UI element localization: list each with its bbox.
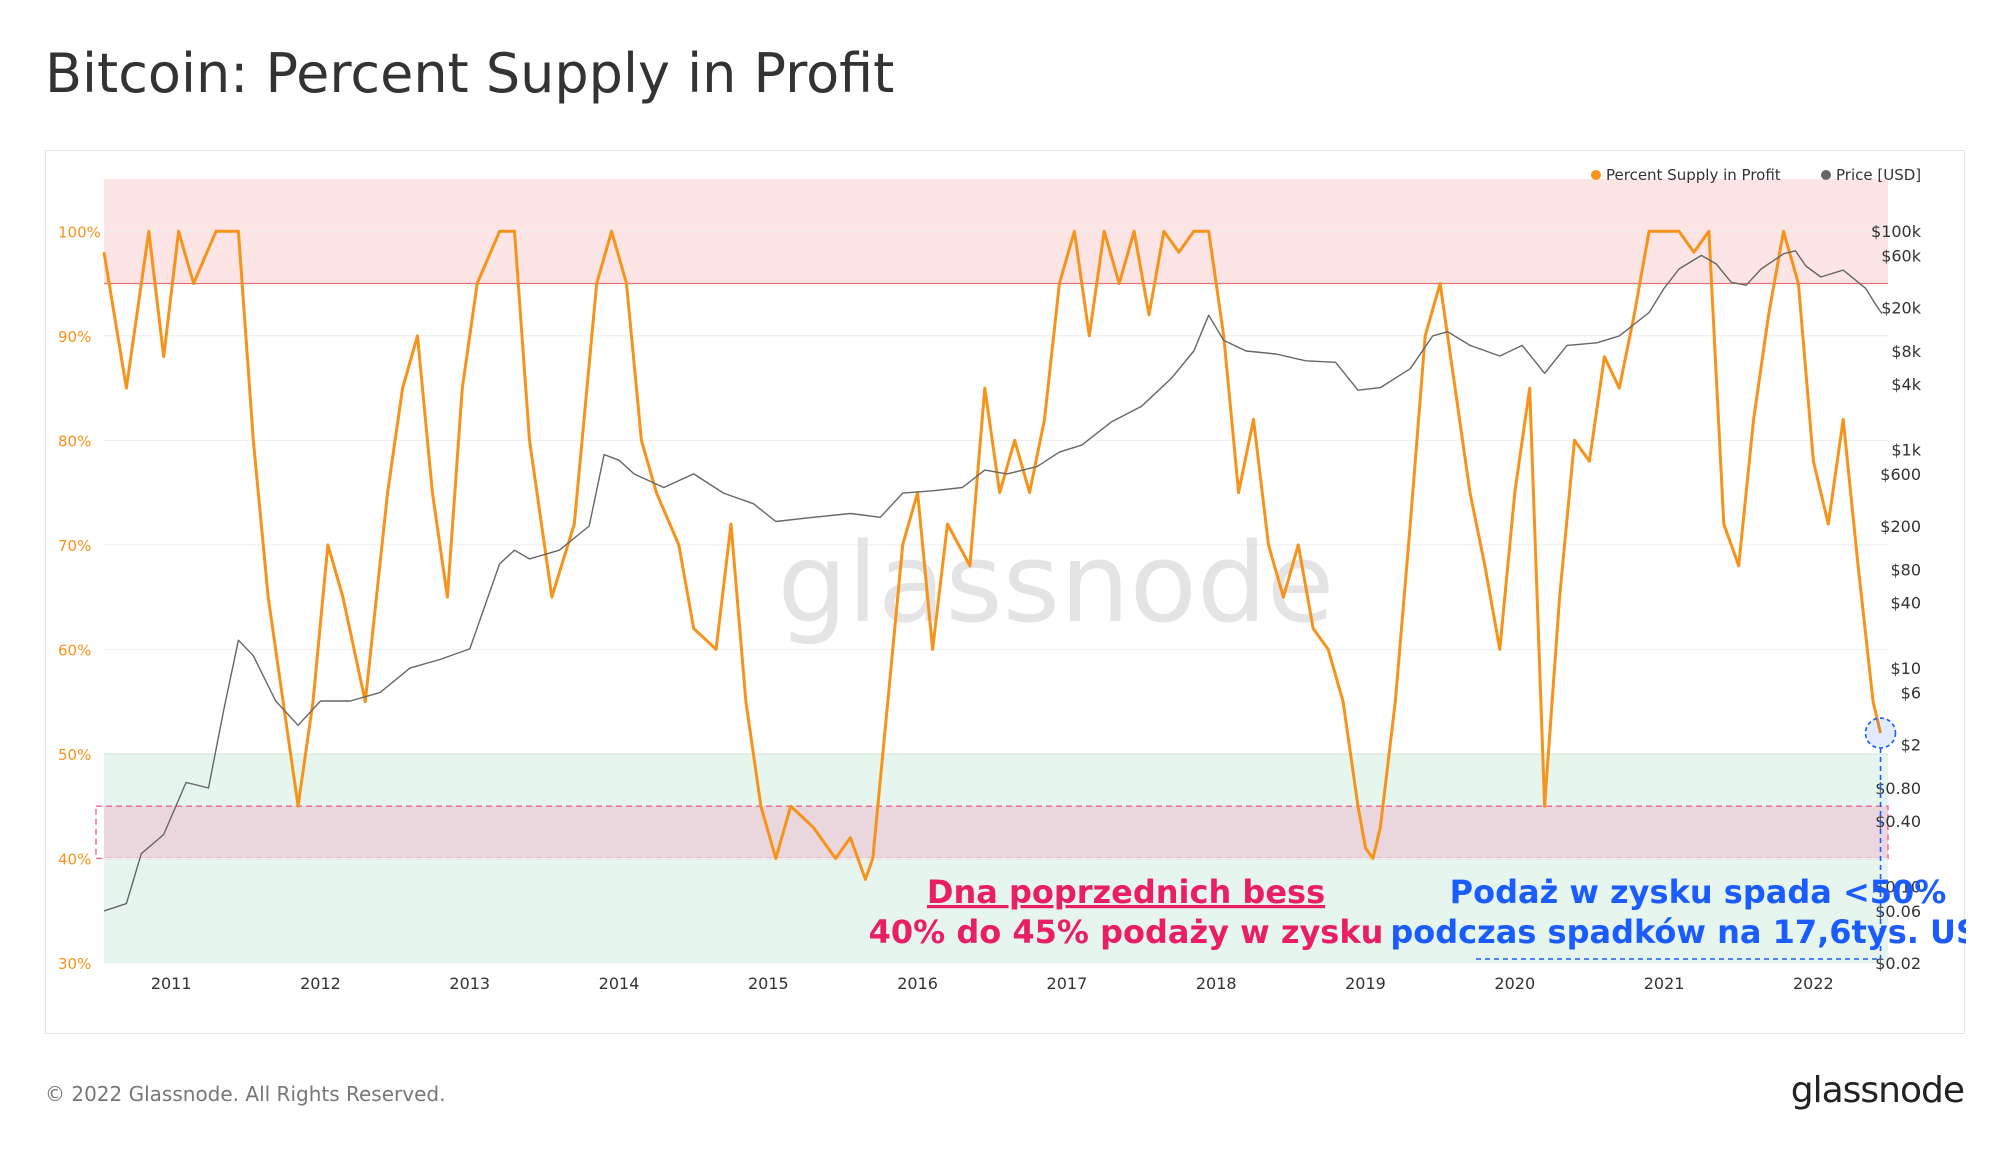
x-tick: 2012 [300, 974, 341, 993]
series-line-0 [102, 229, 1882, 881]
y-tick-left: 60% [58, 641, 91, 659]
chart-frame: 30% 40% 50% 60% 70% 80% 90% 100% $100k $60k $20k $8… [45, 150, 1966, 1034]
y-tick-right: $40 [1890, 593, 1921, 612]
band-2 [104, 806, 1888, 859]
copyright-text: © 2022 Glassnode. All Rights Reserved. [45, 1082, 446, 1106]
y-tick-left: 50% [58, 746, 91, 764]
page-title: Bitcoin: Percent Supply in Profit [45, 42, 895, 105]
series-line-1 [103, 250, 1883, 912]
y-tick-right: $0.80 [1875, 779, 1921, 798]
x-tick: 2014 [599, 974, 640, 993]
y-tick-left: 40% [58, 850, 91, 868]
y-tick-left: 90% [58, 328, 91, 346]
y-tick-right: $0.10 [1875, 878, 1921, 897]
x-tick: 2021 [1644, 974, 1685, 993]
x-tick: 2017 [1047, 974, 1088, 993]
x-tick: 2013 [449, 974, 490, 993]
x-tick: 2018 [1196, 974, 1237, 993]
legend-marker-1 [1821, 170, 1831, 180]
y-tick-right: $600 [1880, 465, 1921, 484]
annotation-bears-range: 40% do 45% podaży w zysku [869, 913, 1384, 951]
y-tick-right: $200 [1880, 517, 1921, 536]
x-tick: 2011 [151, 974, 192, 993]
y-tick-right: $60k [1881, 246, 1922, 265]
y-tick-right: $10 [1890, 659, 1921, 678]
y-tick-right: $1k [1891, 441, 1921, 460]
x-tick: 2022 [1793, 974, 1834, 993]
y-tick-right: $0.02 [1875, 954, 1921, 973]
y-tick-right: $4k [1891, 375, 1921, 394]
annotation-current-2: podczas spadków na 17,6tys. USD [1390, 913, 1966, 951]
y-tick-left: 30% [58, 955, 91, 973]
y-tick-right: $80 [1890, 560, 1921, 579]
y-tick-right: $100k [1871, 222, 1922, 241]
x-tick: 2016 [897, 974, 938, 993]
annotation-bears-title: Dna poprzednich bess [927, 873, 1325, 911]
y-tick-left: 80% [58, 432, 91, 450]
legend-marker-0 [1591, 170, 1601, 180]
y-tick-left: 100% [58, 223, 101, 241]
x-tick: 2020 [1494, 974, 1535, 993]
glassnode-logo[interactable]: glassnode [1790, 1070, 1965, 1111]
y-tick-right: $2 [1901, 735, 1921, 754]
y-tick-right: $20k [1881, 298, 1922, 317]
y-tick-right: $0.06 [1875, 902, 1921, 921]
y-tick-right: $0.40 [1875, 812, 1921, 831]
legend-label-1: Price [USD] [1836, 166, 1921, 184]
watermark: glassnode [778, 519, 1335, 647]
x-tick: 2015 [748, 974, 789, 993]
legend-label-0: Percent Supply in Profit [1606, 166, 1781, 184]
current-point-marker [1864, 717, 1897, 749]
y-tick-left: 70% [58, 537, 91, 555]
chart-svg: 30% 40% 50% 60% 70% 80% 90% 100% $100k $60k $20k $8… [58, 166, 1966, 993]
x-tick: 2019 [1345, 974, 1386, 993]
annotation-current-1: Podaż w zysku spada <50% [1450, 873, 1947, 911]
y-tick-right: $6 [1901, 683, 1921, 702]
y-tick-right: $8k [1891, 342, 1921, 361]
